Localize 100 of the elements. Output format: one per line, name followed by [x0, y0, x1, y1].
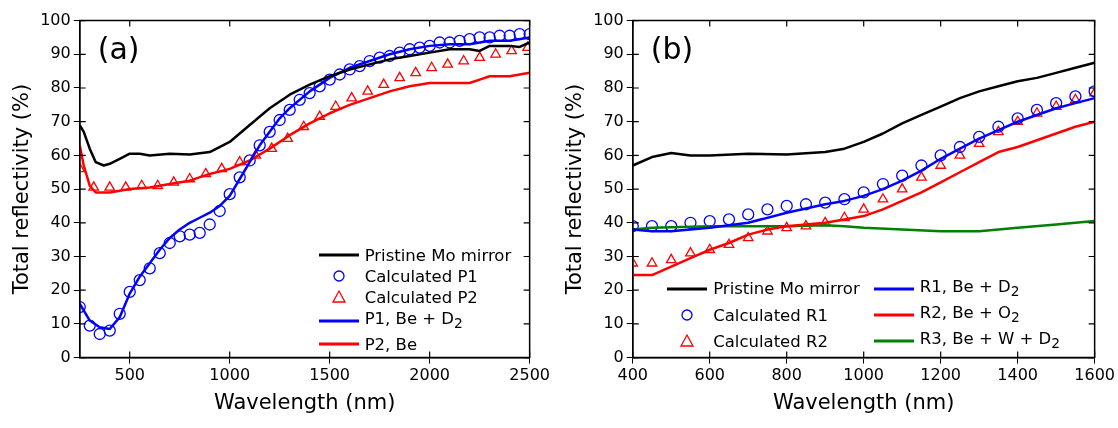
x-tick-label: 600 [694, 365, 725, 385]
y-tick-label: 0 [60, 346, 71, 366]
y-tick-label: 90 [603, 43, 624, 63]
point [742, 208, 755, 221]
point [645, 220, 659, 233]
point [915, 159, 928, 172]
point [394, 71, 406, 82]
point [781, 221, 793, 232]
point [458, 54, 470, 65]
x-axis-title: Wavelength (nm) [213, 389, 396, 414]
point [723, 238, 735, 249]
point [934, 149, 947, 162]
y-tick-label: 40 [50, 211, 71, 231]
point [362, 85, 374, 95]
y-tick-label: 10 [50, 313, 71, 333]
point [442, 58, 454, 68]
legend-label: Calculated P2 [364, 287, 478, 307]
point [799, 198, 813, 211]
point [298, 120, 310, 131]
x-axis-title: Wavelength (nm) [772, 389, 955, 414]
y-tick-label: 50 [50, 178, 71, 198]
x-tick-label: 1000 [843, 365, 885, 385]
point [184, 172, 196, 183]
y-tick-label: 20 [50, 279, 71, 299]
x-tick-label: 1600 [1074, 365, 1115, 385]
point [1031, 107, 1043, 117]
x-tick-label: 1000 [209, 365, 251, 385]
point [704, 243, 716, 254]
point [403, 43, 416, 56]
x-tick-label: 1200 [920, 365, 962, 385]
y-tick-label: 70 [603, 110, 624, 130]
point [113, 307, 126, 320]
legend-label: P2, Be [364, 334, 418, 354]
point [233, 171, 246, 184]
point [363, 54, 376, 68]
point [413, 41, 426, 54]
point [283, 103, 296, 117]
point [323, 73, 336, 86]
y-tick-label: 90 [50, 43, 71, 63]
point [282, 132, 294, 142]
point [123, 285, 136, 299]
point [393, 46, 406, 59]
point [353, 59, 366, 73]
y-tick-label: 30 [50, 245, 71, 265]
x-tick-label: 800 [771, 365, 802, 385]
point [433, 36, 446, 49]
point [473, 31, 486, 44]
y-tick-label: 70 [50, 110, 71, 130]
point [273, 113, 286, 127]
point [200, 167, 212, 178]
y-tick-label: 50 [603, 178, 624, 198]
point [463, 32, 476, 46]
y-tick-label: 0 [613, 346, 624, 366]
point [513, 27, 526, 41]
point [858, 203, 870, 213]
point [314, 110, 326, 121]
point [742, 231, 754, 242]
point [263, 125, 276, 138]
point [780, 199, 793, 213]
point [378, 78, 390, 89]
annotation: (a) [97, 31, 140, 67]
point [426, 61, 438, 72]
y-tick-label: 100 [40, 9, 71, 29]
y-tick-label: 10 [603, 313, 624, 333]
point [992, 120, 1005, 133]
y-tick-label: 80 [603, 77, 624, 97]
point [973, 130, 986, 144]
point [266, 142, 278, 153]
legend-label: R2, Be + O$_{2}$ [919, 302, 1020, 328]
point [800, 220, 812, 230]
point [896, 182, 908, 193]
point [954, 149, 966, 159]
point [93, 327, 106, 341]
point [333, 68, 346, 81]
point [819, 196, 832, 209]
point [761, 203, 774, 216]
point [373, 51, 386, 64]
point [857, 186, 870, 199]
point [722, 213, 736, 226]
y-tick-label: 80 [50, 77, 71, 97]
point [143, 262, 156, 275]
point [250, 149, 262, 159]
point [136, 179, 148, 190]
x-tick-label: 2000 [409, 365, 451, 385]
point [163, 236, 176, 250]
point [152, 179, 164, 190]
legend-label: Calculated R2 [713, 331, 828, 351]
point [443, 36, 456, 49]
y-axis-title: Total reflectivity (%) [9, 83, 34, 296]
point [168, 176, 180, 186]
point [104, 181, 116, 191]
point [153, 246, 166, 260]
point [303, 86, 316, 100]
point [838, 193, 851, 206]
x-tick-label: 500 [114, 365, 145, 385]
point [213, 204, 226, 218]
point [313, 80, 326, 93]
point [423, 39, 436, 53]
point [503, 29, 516, 42]
point [103, 324, 116, 337]
